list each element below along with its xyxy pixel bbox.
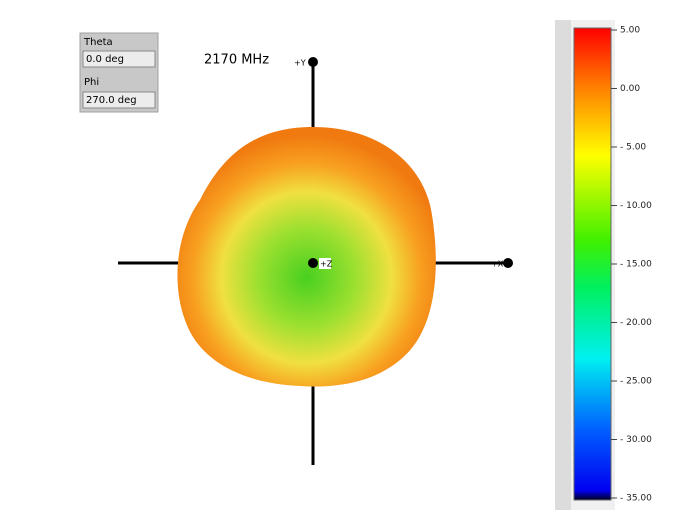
colorbar-tick-label: - 15.00 bbox=[620, 260, 652, 270]
colorbar-frame bbox=[555, 20, 571, 510]
colorbar-tick-label: - 20.00 bbox=[620, 318, 652, 328]
colorbar-tick-label: - 35.00 bbox=[620, 494, 652, 504]
colorbar bbox=[573, 27, 612, 501]
colorbar-tick-label: - 10.00 bbox=[620, 201, 652, 211]
colorbar-tick-label: - 30.00 bbox=[620, 435, 652, 445]
theta-field[interactable] bbox=[82, 50, 156, 68]
colorbar-tick-label: 0.00 bbox=[620, 84, 640, 94]
colorbar-ticks: 5.00 0.00 - 5.00 - 10.00 - 15.00 - 20.00 - 25.… bbox=[611, 26, 652, 504]
z-axis-label: +Z bbox=[320, 260, 333, 269]
x-axis-label: +X bbox=[491, 260, 504, 269]
colorbar-tick-label: - 25.00 bbox=[620, 377, 652, 387]
angle-panel: Theta 0.0 deg Phi 270.0 deg bbox=[79, 32, 159, 113]
theta-label: Theta bbox=[83, 37, 113, 48]
phi-label: Phi bbox=[84, 77, 99, 88]
phi-field[interactable] bbox=[82, 91, 156, 109]
colorbar-tick-label: - 5.00 bbox=[620, 143, 646, 153]
theta-value: 0.0 deg bbox=[86, 54, 124, 65]
y-axis-label: +Y bbox=[294, 59, 306, 68]
colorbar-tick-label: 5.00 bbox=[620, 26, 640, 36]
radiation-pattern bbox=[177, 127, 436, 387]
frequency-label: 2170 MHz bbox=[204, 53, 269, 68]
x-axis-end bbox=[503, 258, 513, 268]
origin bbox=[308, 258, 318, 268]
z-label-bg bbox=[319, 258, 331, 269]
phi-value: 270.0 deg bbox=[86, 95, 137, 106]
y-axis-end bbox=[308, 57, 318, 67]
